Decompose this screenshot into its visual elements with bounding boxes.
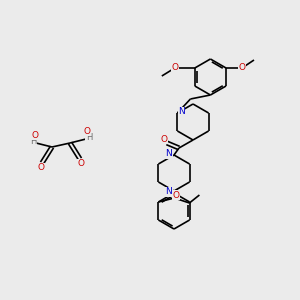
Text: O: O [32,130,38,140]
Text: H: H [86,133,92,142]
Text: O: O [160,134,167,143]
Text: O: O [77,160,85,169]
Text: O: O [238,64,245,73]
Text: O: O [173,190,180,200]
Text: O: O [83,127,91,136]
Text: H: H [30,136,36,146]
Text: N: N [166,188,172,196]
Text: N: N [166,149,172,158]
Text: O: O [171,62,178,71]
Text: O: O [38,164,44,172]
Text: N: N [178,107,185,116]
